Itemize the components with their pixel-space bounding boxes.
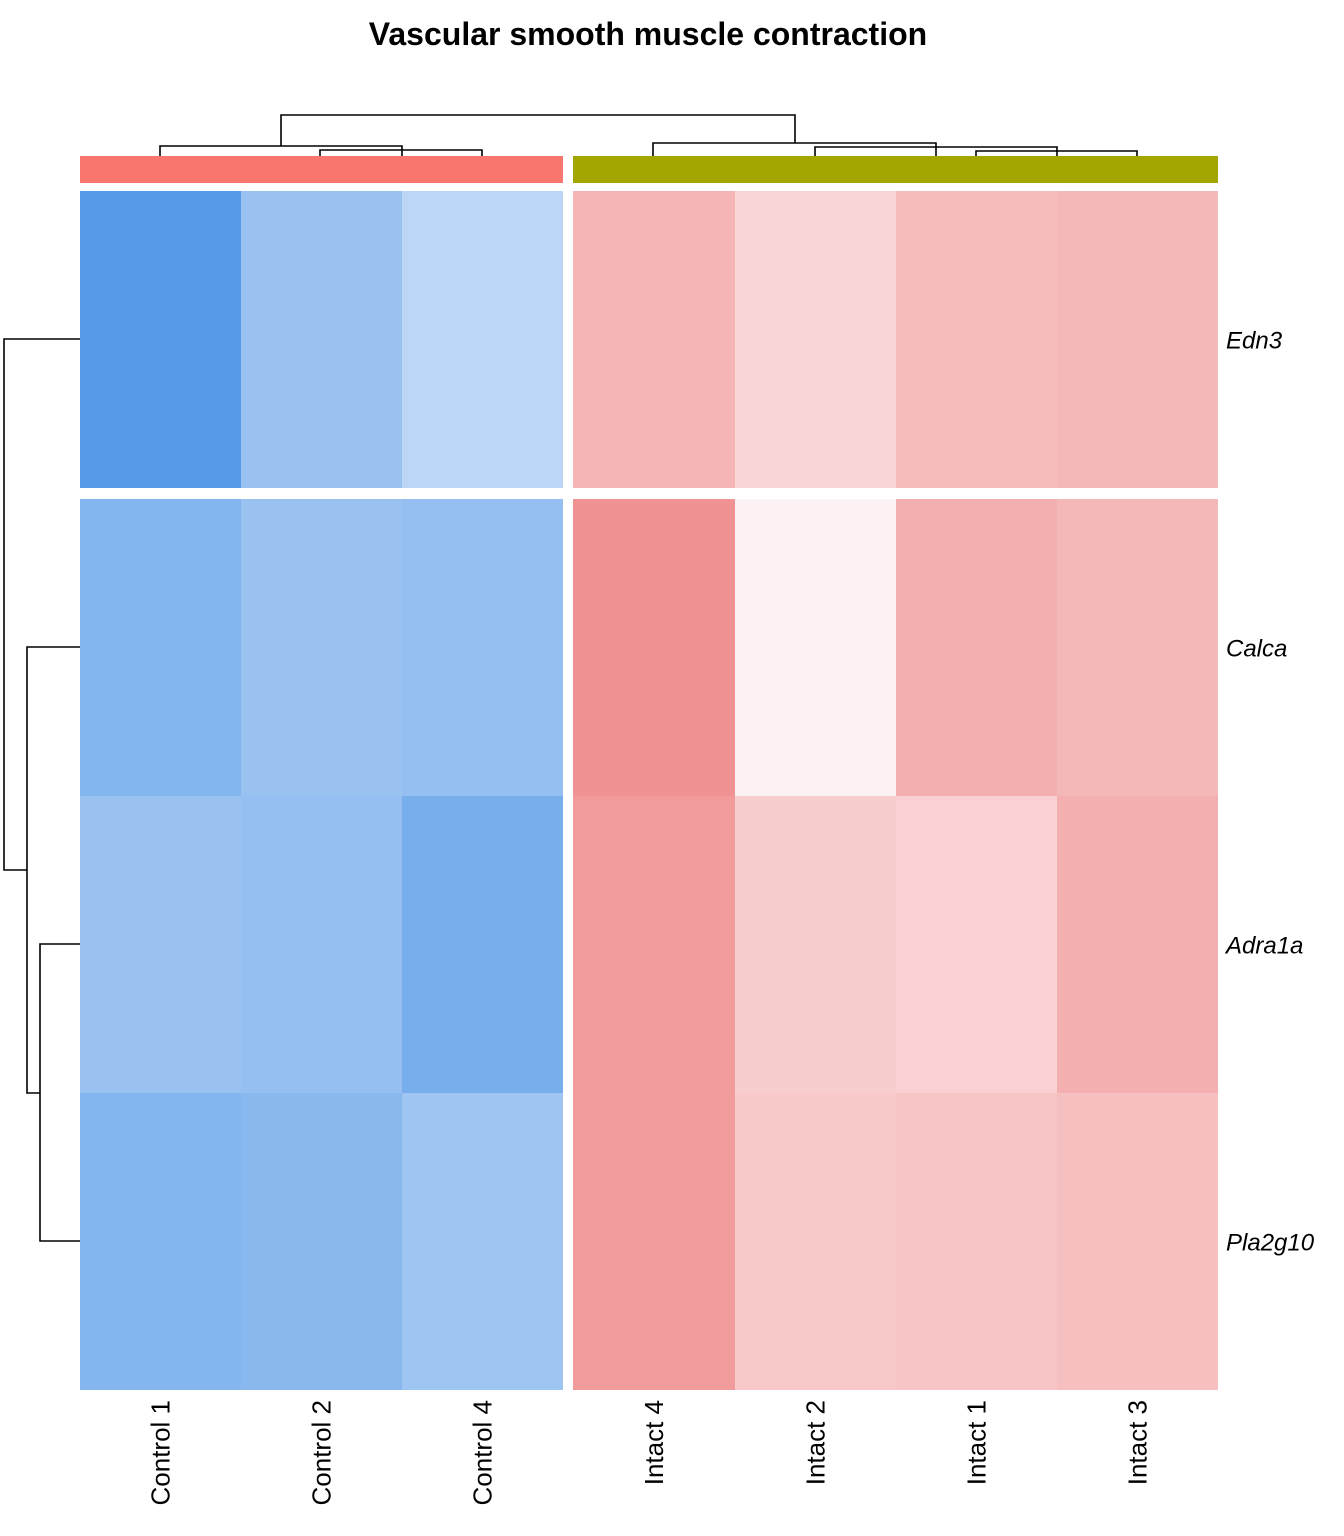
column-annotation-bar xyxy=(80,156,1218,183)
row-dendrogram-branch xyxy=(3,338,80,871)
annotation-group-2 xyxy=(573,156,1218,183)
column-label-control-2: Control 2 xyxy=(307,1400,337,1506)
heatmap-cell-edn3-intact-3 xyxy=(1057,191,1218,488)
row-dendrogram-branch xyxy=(26,646,80,1094)
heatmap-cell-calca-intact-4 xyxy=(573,499,735,796)
column-label-control-1: Control 1 xyxy=(146,1400,176,1506)
row-label-edn3: Edn3 xyxy=(1226,328,1283,355)
heatmap-cell-edn3-intact-1 xyxy=(896,191,1057,488)
heatmap-cell-calca-intact-2 xyxy=(735,499,896,796)
heatmap-cell-pla2g10-intact-4 xyxy=(573,1093,735,1390)
heatmap-cell-pla2g10-control-1 xyxy=(80,1093,241,1390)
heatmap-cell-pla2g10-intact-2 xyxy=(735,1093,896,1390)
column-dendrogram xyxy=(159,114,1138,156)
heatmap-cell-adra1a-control-2 xyxy=(241,796,402,1093)
row-dendrogram xyxy=(3,338,80,1242)
heatmap-cell-edn3-control-1 xyxy=(80,191,241,488)
row-dendrogram-branch xyxy=(39,943,80,1242)
column-labels: Control 1 Control 2 Control 4 Intact 4 Intac… xyxy=(146,1400,1153,1506)
heatmap-cell-adra1a-intact-1 xyxy=(896,796,1057,1093)
row-label-adra1a: Adra1a xyxy=(1224,933,1303,960)
column-dendrogram-branch xyxy=(975,150,1138,156)
heatmap-cell-edn3-intact-4 xyxy=(573,191,735,488)
annotation-group-1 xyxy=(80,156,563,183)
column-label-intact-4: Intact 4 xyxy=(639,1400,669,1485)
column-dendrogram-branch xyxy=(280,114,796,146)
heatmap-cell-edn3-control-2 xyxy=(241,191,402,488)
heatmap-cell-edn3-intact-2 xyxy=(735,191,896,488)
column-dendrogram-branch xyxy=(319,149,483,156)
heatmap-cell-adra1a-control-1 xyxy=(80,796,241,1093)
heatmap-cell-pla2g10-intact-1 xyxy=(896,1093,1057,1390)
row-labels: Edn3 Calca Adra1a Pla2g10 xyxy=(1224,328,1315,1257)
column-dendrogram-branch xyxy=(652,142,937,156)
heatmap-cell-adra1a-control-4 xyxy=(402,796,563,1093)
column-label-intact-2: Intact 2 xyxy=(801,1400,831,1485)
heatmap-cell-edn3-control-4 xyxy=(402,191,563,488)
heatmap-cells xyxy=(80,191,1218,1390)
heatmap-cell-pla2g10-control-2 xyxy=(241,1093,402,1390)
heatmap-cell-adra1a-intact-4 xyxy=(573,796,735,1093)
heatmap-cell-pla2g10-intact-3 xyxy=(1057,1093,1218,1390)
column-label-control-4: Control 4 xyxy=(468,1400,498,1506)
heatmap-cell-calca-control-2 xyxy=(241,499,402,796)
row-label-pla2g10: Pla2g10 xyxy=(1226,1230,1315,1257)
chart-title: Vascular smooth muscle contraction xyxy=(369,16,927,52)
column-label-intact-3: Intact 3 xyxy=(1123,1400,1153,1485)
heatmap-cell-calca-intact-3 xyxy=(1057,499,1218,796)
heatmap-cell-adra1a-intact-3 xyxy=(1057,796,1218,1093)
column-label-intact-1: Intact 1 xyxy=(962,1400,992,1485)
column-dendrogram-branch xyxy=(159,145,403,156)
row-label-calca: Calca xyxy=(1226,636,1287,663)
heatmap-cell-calca-intact-1 xyxy=(896,499,1057,796)
heatmap-cell-calca-control-4 xyxy=(402,499,563,796)
heatmap-cell-pla2g10-control-4 xyxy=(402,1093,563,1390)
heatmap-cell-adra1a-intact-2 xyxy=(735,796,896,1093)
heatmap-cell-calca-control-1 xyxy=(80,499,241,796)
